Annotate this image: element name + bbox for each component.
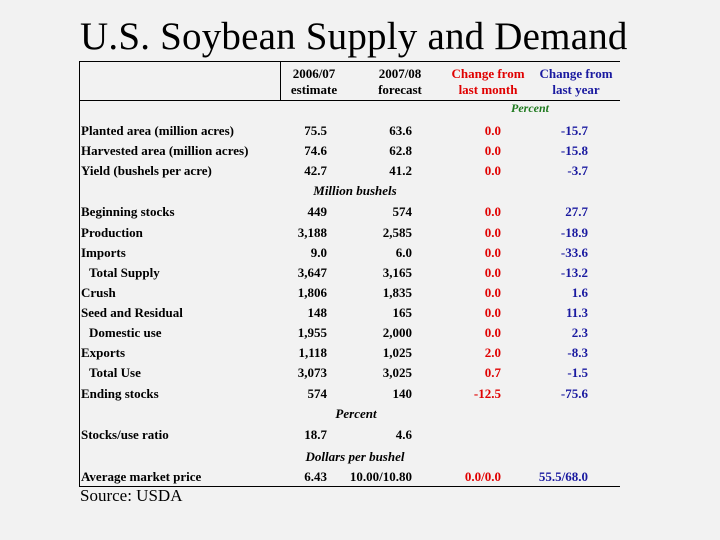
column-separator bbox=[280, 61, 281, 101]
cell-v4: -15.7 bbox=[560, 123, 588, 138]
row-label: Average market price bbox=[81, 469, 202, 484]
percent-label-top: Percent bbox=[511, 101, 549, 115]
cell-v1: 42.7 bbox=[304, 163, 327, 178]
cell-v4: -15.8 bbox=[560, 143, 588, 158]
page-title: U.S. Soybean Supply and Demand bbox=[80, 15, 628, 58]
row-label: Yield (bushels per acre) bbox=[81, 163, 212, 178]
row-label: Exports bbox=[81, 345, 126, 360]
row-label: Total Supply bbox=[89, 265, 160, 280]
header-change-month: Change from last month bbox=[444, 66, 532, 98]
source-note: Source: USDA bbox=[80, 486, 183, 505]
cell-v1: 18.7 bbox=[304, 427, 327, 442]
cell-v1: 3,647 bbox=[297, 265, 327, 280]
cell-v3: 0.0 bbox=[484, 143, 501, 158]
percent-label-mid: Percent bbox=[335, 406, 377, 421]
cell-v4: -13.2 bbox=[560, 265, 588, 280]
cell-v4: 2.3 bbox=[571, 325, 588, 340]
cell-v4: -1.5 bbox=[567, 365, 588, 380]
cell-v1: 75.5 bbox=[304, 123, 327, 138]
cell-v2: 6.0 bbox=[395, 245, 412, 260]
row-label: Planted area (million acres) bbox=[81, 123, 234, 138]
row-label: Domestic use bbox=[89, 325, 162, 340]
left-rule bbox=[79, 61, 80, 487]
cell-v3: 0.0 bbox=[484, 204, 501, 219]
header-change-year-line2: last year bbox=[552, 82, 600, 97]
cell-v1: 3,073 bbox=[297, 365, 327, 380]
cell-v4: 1.6 bbox=[571, 285, 588, 300]
header-2006-07: 2006/07 estimate bbox=[276, 66, 352, 98]
cell-v3: 0.7 bbox=[484, 365, 501, 380]
cell-v3: 0.0 bbox=[484, 163, 501, 178]
cell-v1: 148 bbox=[307, 305, 328, 320]
cell-v2: 1,025 bbox=[382, 345, 412, 360]
row-label: Ending stocks bbox=[81, 386, 159, 401]
header-rule bbox=[80, 100, 620, 101]
row-label: Imports bbox=[81, 245, 126, 260]
header-2006-07-line1: 2006/07 bbox=[292, 66, 336, 81]
cell-v4: -8.3 bbox=[567, 345, 588, 360]
dollars-per-bushel-label: Dollars per bushel bbox=[305, 449, 405, 464]
cell-v2: 2,000 bbox=[382, 325, 412, 340]
row-label: Crush bbox=[81, 285, 116, 300]
cell-v1: 1,806 bbox=[297, 285, 327, 300]
cell-v1: 3,188 bbox=[297, 225, 327, 240]
cell-v3: 0.0 bbox=[484, 305, 501, 320]
row-label: Seed and Residual bbox=[81, 305, 183, 320]
cell-v2: 165 bbox=[392, 305, 413, 320]
header-2006-07-line2: estimate bbox=[290, 82, 338, 97]
cell-v3: 0.0 bbox=[484, 225, 501, 240]
cell-v2: 140 bbox=[392, 386, 413, 401]
cell-v2: 63.6 bbox=[389, 123, 412, 138]
cell-v2: 2,585 bbox=[382, 225, 412, 240]
cell-v2: 1,835 bbox=[382, 285, 412, 300]
million-bushels-label: Million bushels bbox=[313, 183, 397, 198]
cell-v4: 55.5/68.0 bbox=[538, 469, 588, 484]
top-rule bbox=[80, 61, 620, 62]
cell-v1: 449 bbox=[307, 204, 328, 219]
cell-v2: 3,165 bbox=[382, 265, 412, 280]
cell-v1: 1,955 bbox=[297, 325, 327, 340]
cell-v3: 0.0 bbox=[484, 325, 501, 340]
cell-v3: 2.0 bbox=[484, 345, 501, 360]
cell-v1: 1,118 bbox=[298, 345, 327, 360]
cell-v3: 0.0 bbox=[484, 245, 501, 260]
cell-v2: 62.8 bbox=[389, 143, 412, 158]
cell-v4: 27.7 bbox=[565, 204, 588, 219]
row-label: Production bbox=[81, 225, 143, 240]
cell-v3: 0.0/0.0 bbox=[464, 469, 501, 484]
bottom-rule bbox=[80, 486, 620, 487]
header-change-month-line1: Change from bbox=[451, 66, 525, 81]
row-label: Stocks/use ratio bbox=[81, 427, 169, 442]
cell-v2: 41.2 bbox=[389, 163, 412, 178]
cell-v1: 6.43 bbox=[304, 469, 327, 484]
cell-v4: 11.3 bbox=[565, 305, 588, 320]
header-2007-08-line2: forecast bbox=[378, 82, 422, 97]
header-change-year: Change from last year bbox=[532, 66, 620, 98]
cell-v4: -33.6 bbox=[560, 245, 588, 260]
cell-v2: 10.00/10.80 bbox=[349, 469, 412, 484]
cell-v2: 4.6 bbox=[395, 427, 412, 442]
header-2007-08-line1: 2007/08 bbox=[378, 66, 422, 81]
row-label: Harvested area (million acres) bbox=[81, 143, 249, 158]
row-label: Beginning stocks bbox=[81, 204, 175, 219]
cell-v3: 0.0 bbox=[484, 285, 501, 300]
cell-v2: 3,025 bbox=[382, 365, 412, 380]
cell-v4: -3.7 bbox=[567, 163, 588, 178]
header-change-year-line1: Change from bbox=[539, 66, 613, 81]
cell-v2: 574 bbox=[392, 204, 413, 219]
cell-v1: 74.6 bbox=[304, 143, 327, 158]
header-change-month-line2: last month bbox=[458, 82, 518, 97]
cell-v3: 0.0 bbox=[484, 265, 501, 280]
cell-v4: -75.6 bbox=[560, 386, 588, 401]
cell-v1: 574 bbox=[307, 386, 328, 401]
row-label: Total Use bbox=[89, 365, 141, 380]
cell-v3: -12.5 bbox=[473, 386, 501, 401]
cell-v4: -18.9 bbox=[560, 225, 588, 240]
cell-v3: 0.0 bbox=[484, 123, 501, 138]
cell-v1: 9.0 bbox=[310, 245, 327, 260]
header-2007-08: 2007/08 forecast bbox=[362, 66, 438, 98]
